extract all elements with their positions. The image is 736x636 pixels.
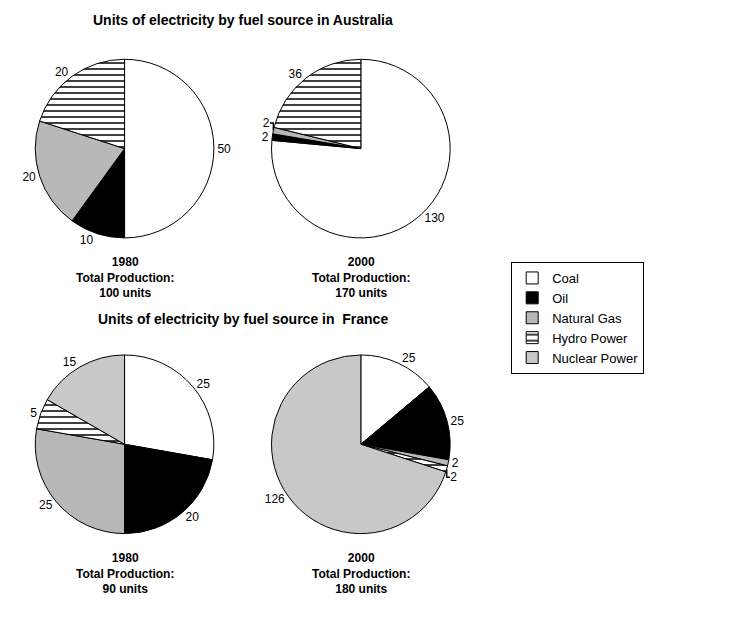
svg-text:126: 126 xyxy=(265,492,285,506)
svg-text:Natural Gas: Natural Gas xyxy=(552,311,622,326)
svg-text:25: 25 xyxy=(451,414,465,428)
svg-text:130: 130 xyxy=(425,211,445,225)
svg-text:5: 5 xyxy=(30,406,37,420)
svg-text:1980Total Production:90 units: 1980Total Production:90 units xyxy=(76,551,174,596)
svg-text:2000Total Production:180 units: 2000Total Production:180 units xyxy=(312,551,410,596)
svg-text:20: 20 xyxy=(185,510,199,524)
svg-text:Coal: Coal xyxy=(552,271,579,286)
svg-text:25: 25 xyxy=(402,351,416,365)
svg-text:2000Total Production:170 units: 2000Total Production:170 units xyxy=(312,255,410,300)
svg-text:Units of electricity by fuel s: Units of electricity by fuel source in A… xyxy=(93,12,393,28)
svg-text:Oil: Oil xyxy=(552,291,568,306)
svg-text:2: 2 xyxy=(262,130,269,144)
svg-text:10: 10 xyxy=(80,233,94,247)
svg-text:2: 2 xyxy=(263,116,270,130)
svg-text:Units of electricity by fuel s: Units of electricity by fuel source in F… xyxy=(98,311,388,327)
svg-text:20: 20 xyxy=(55,65,69,79)
svg-text:20: 20 xyxy=(22,170,36,184)
svg-text:50: 50 xyxy=(217,142,231,156)
svg-text:15: 15 xyxy=(63,355,77,369)
svg-text:2: 2 xyxy=(452,456,459,470)
svg-text:1980Total Production:100 units: 1980Total Production:100 units xyxy=(76,255,174,300)
svg-text:Nuclear Power: Nuclear Power xyxy=(552,351,638,366)
svg-text:25: 25 xyxy=(39,498,53,512)
svg-text:25: 25 xyxy=(196,377,210,391)
svg-text:Hydro Power: Hydro Power xyxy=(552,331,628,346)
svg-text:2: 2 xyxy=(450,470,457,484)
svg-text:36: 36 xyxy=(289,67,303,81)
